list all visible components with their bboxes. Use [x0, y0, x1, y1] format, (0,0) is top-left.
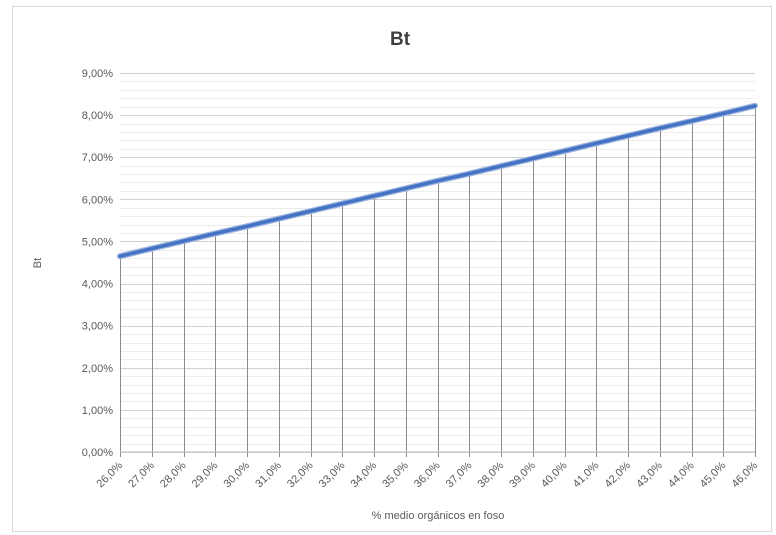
- y-tick-label: 9,00%: [82, 68, 113, 80]
- x-tick-label: 32,0%: [285, 459, 316, 490]
- data-point: [721, 111, 725, 115]
- data-point: [150, 247, 154, 251]
- y-tick-label: 6,00%: [82, 194, 113, 206]
- x-axis-title: % medio orgánicos en foso: [372, 510, 505, 522]
- data-point: [499, 164, 503, 168]
- x-tick-label: 26,0%: [95, 459, 126, 490]
- x-tick-label: 34,0%: [349, 459, 380, 490]
- x-tick-label: 37,0%: [444, 459, 475, 490]
- x-tick-label: 44,0%: [666, 459, 697, 490]
- data-point: [690, 119, 693, 123]
- x-tick-label: 40,0%: [539, 459, 570, 490]
- y-tick-label: 0,00%: [82, 447, 113, 459]
- x-tick-label: 29,0%: [190, 459, 221, 490]
- data-point: [340, 202, 344, 206]
- y-tick-label: 2,00%: [82, 363, 113, 375]
- y-tick-label: 1,00%: [82, 405, 113, 417]
- chart-title: Bt: [390, 29, 411, 50]
- x-tick-label: 33,0%: [317, 459, 348, 490]
- data-point: [563, 149, 566, 153]
- x-tick-label: 39,0%: [507, 459, 538, 490]
- x-tick-label: 46,0%: [730, 459, 761, 490]
- y-axis-title: Bt: [32, 258, 44, 268]
- data-point: [467, 172, 471, 176]
- data-point: [626, 134, 630, 138]
- x-tick-label: 38,0%: [476, 459, 507, 490]
- data-point: [309, 209, 312, 213]
- data-point: [182, 239, 185, 243]
- data-point: [531, 156, 535, 160]
- drop-lines: [120, 105, 756, 457]
- y-tick-labels: 0,00% 1,00% 2,00% 3,00% 4,00% 5,00% 6,00% 7,00%…: [82, 68, 113, 459]
- data-point: [753, 104, 757, 108]
- x-tick-label: 36,0%: [412, 459, 443, 490]
- data-point: [245, 224, 249, 228]
- y-tick-label: 7,00%: [82, 152, 113, 164]
- x-tick-label: 35,0%: [380, 459, 411, 490]
- x-tick-label: 27,0%: [126, 459, 157, 490]
- y-tick-label: 3,00%: [82, 321, 113, 333]
- data-point: [658, 126, 662, 130]
- x-tick-label: 42,0%: [603, 459, 634, 490]
- y-tick-label: 5,00%: [82, 236, 113, 248]
- data-point: [372, 194, 376, 198]
- x-tick-label: 43,0%: [634, 459, 665, 490]
- y-tick-label: 8,00%: [82, 110, 113, 122]
- series-layer: [117, 102, 758, 260]
- data-point: [118, 254, 122, 258]
- x-tick-labels: 26,0% 27,0% 28,0% 29,0% 30,0% 31,0% 32,0% 33,0%…: [95, 459, 761, 490]
- x-tick-label: 45,0%: [698, 459, 729, 490]
- x-tick-label: 28,0%: [158, 459, 189, 490]
- data-point: [436, 179, 439, 183]
- data-point: [213, 231, 217, 235]
- data-point: [277, 217, 281, 221]
- x-tick-label: 30,0%: [222, 459, 253, 490]
- data-point: [594, 141, 598, 145]
- x-tick-label: 31,0%: [253, 459, 284, 490]
- x-tick-label: 41,0%: [571, 459, 602, 490]
- data-point: [404, 186, 408, 190]
- y-tick-label: 4,00%: [82, 279, 113, 291]
